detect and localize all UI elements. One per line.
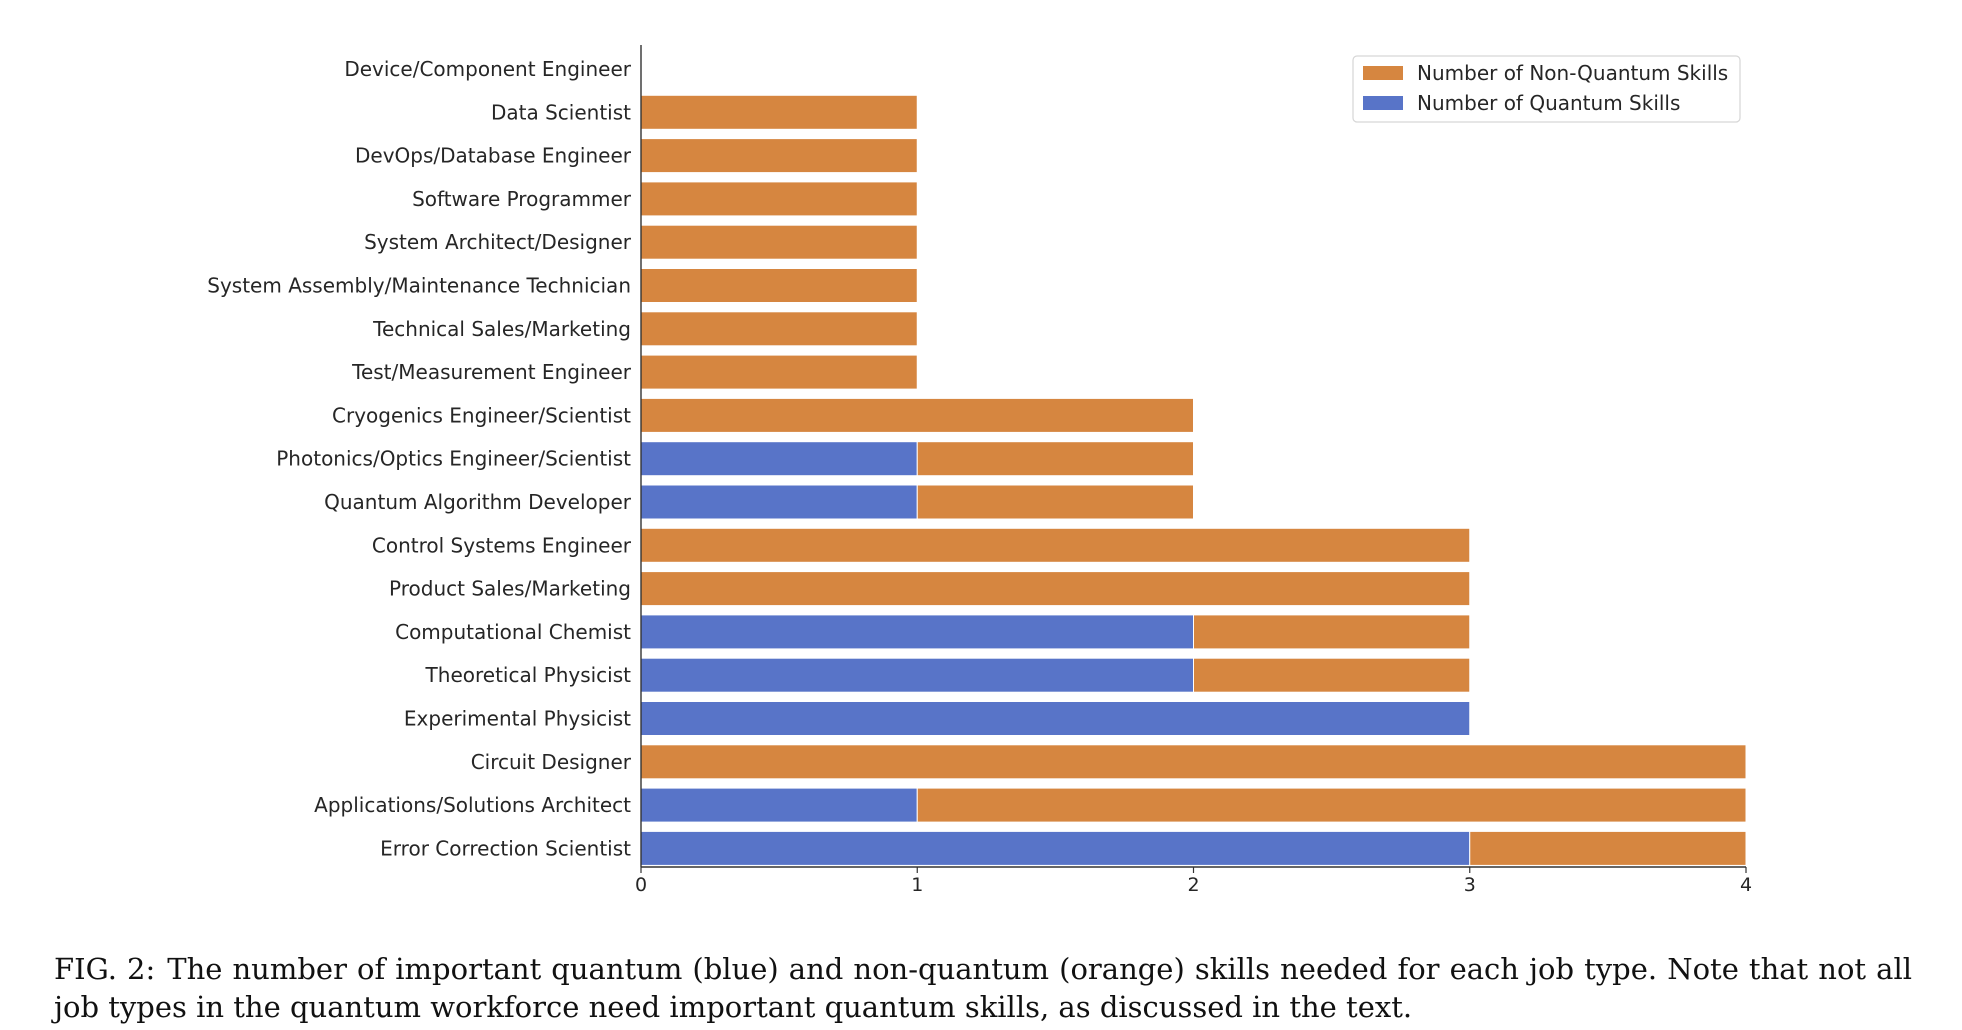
x-tick-label: 0 bbox=[635, 874, 647, 896]
figure-caption: FIG. 2: The number of important quantum (… bbox=[54, 950, 1912, 1026]
bar-number-of-quantum-skills-photonics-optics-engineer-scientist bbox=[640, 441, 918, 477]
bar-number-of-non-quantum-skills-applications-solutions-architect bbox=[916, 787, 1747, 823]
bar-number-of-quantum-skills-computational-chemist bbox=[640, 614, 1194, 650]
legend-swatch-number-of-quantum-skills bbox=[1363, 96, 1403, 110]
bar-number-of-non-quantum-skills-computational-chemist bbox=[1193, 614, 1471, 650]
bar-number-of-quantum-skills-error-correction-scientist bbox=[640, 830, 1471, 866]
x-tick-label: 3 bbox=[1464, 874, 1476, 896]
y-tick-label: Cryogenics Engineer/Scientist bbox=[332, 403, 631, 427]
y-tick-label: Computational Chemist bbox=[395, 620, 631, 644]
x-ticks: 0 1 2 3 4 bbox=[635, 867, 1752, 896]
bar-number-of-non-quantum-skills-quantum-algorithm-developer bbox=[916, 484, 1194, 520]
legend-label-number-of-quantum-skills: Number of Quantum Skills bbox=[1417, 91, 1680, 115]
y-tick-label: System Architect/Designer bbox=[364, 230, 632, 254]
bar-number-of-quantum-skills-quantum-algorithm-developer bbox=[640, 484, 918, 520]
bar-number-of-quantum-skills-applications-solutions-architect bbox=[640, 787, 918, 823]
bar-number-of-quantum-skills-theoretical-physicist bbox=[640, 657, 1194, 693]
bar-number-of-non-quantum-skills-product-sales-marketing bbox=[640, 571, 1471, 607]
caption-text: The number of important quantum (blue) a… bbox=[54, 952, 1912, 1024]
legend-box bbox=[1352, 55, 1741, 123]
legend-label-number-of-non-quantum-skills: Number of Non-Quantum Skills bbox=[1417, 61, 1728, 85]
legend-swatch-number-of-non-quantum-skills bbox=[1363, 66, 1403, 80]
x-tick-label: 1 bbox=[911, 874, 923, 896]
bar-number-of-quantum-skills-experimental-physicist bbox=[640, 701, 1471, 736]
bar-number-of-non-quantum-skills-photonics-optics-engineer-scientist bbox=[916, 441, 1194, 477]
bar-number-of-non-quantum-skills-control-systems-engineer bbox=[640, 527, 1471, 563]
bar-number-of-non-quantum-skills-theoretical-physicist bbox=[1193, 657, 1471, 693]
bar-number-of-non-quantum-skills-circuit-designer bbox=[640, 744, 1747, 780]
y-tick-label: Test/Measurement Engineer bbox=[351, 360, 632, 384]
y-tick-labels: Device/Component Engineer Data Scientist D… bbox=[207, 57, 632, 860]
bar-number-of-non-quantum-skills-software-programmer bbox=[640, 181, 918, 217]
bar-number-of-non-quantum-skills-error-correction-scientist bbox=[1469, 830, 1747, 866]
y-tick-label: Product Sales/Marketing bbox=[389, 577, 631, 601]
stacked-bar-chart: Device/Component Engineer Data Scientist D… bbox=[207, 45, 1752, 896]
y-tick-label: Control Systems Engineer bbox=[372, 533, 632, 557]
y-tick-label: Quantum Algorithm Developer bbox=[324, 490, 632, 514]
caption-label: FIG. 2: bbox=[54, 952, 156, 986]
bar-number-of-non-quantum-skills-test-measurement-engineer bbox=[640, 354, 918, 390]
bar-number-of-non-quantum-skills-devops-database-engineer bbox=[640, 138, 918, 174]
bars bbox=[640, 94, 1747, 866]
x-tick-label: 2 bbox=[1187, 874, 1199, 896]
y-tick-label: Data Scientist bbox=[491, 100, 631, 124]
y-tick-label: Photonics/Optics Engineer/Scientist bbox=[276, 447, 631, 471]
bar-number-of-non-quantum-skills-cryogenics-engineer-scientist bbox=[640, 397, 1194, 433]
bar-number-of-non-quantum-skills-system-architect-designer bbox=[640, 224, 918, 260]
x-tick-label: 4 bbox=[1740, 874, 1752, 896]
y-tick-label: System Assembly/Maintenance Technician bbox=[207, 274, 631, 298]
legend: Number of Non-Quantum Skills Number of Qu… bbox=[1352, 55, 1741, 123]
bar-number-of-non-quantum-skills-data-scientist bbox=[640, 94, 918, 130]
y-tick-label: Experimental Physicist bbox=[404, 707, 631, 731]
bar-number-of-non-quantum-skills-system-assembly-maintenance-technician bbox=[640, 268, 918, 303]
y-tick-label: Software Programmer bbox=[412, 187, 632, 211]
y-tick-label: Device/Component Engineer bbox=[344, 57, 631, 81]
y-tick-label: DevOps/Database Engineer bbox=[355, 144, 632, 168]
y-tick-label: Circuit Designer bbox=[471, 750, 632, 774]
y-tick-label: Applications/Solutions Architect bbox=[314, 793, 631, 817]
y-tick-label: Error Correction Scientist bbox=[380, 836, 631, 860]
y-tick-label: Technical Sales/Marketing bbox=[372, 317, 631, 341]
bar-number-of-non-quantum-skills-technical-sales-marketing bbox=[640, 311, 918, 347]
y-tick-label: Theoretical Physicist bbox=[425, 663, 632, 687]
